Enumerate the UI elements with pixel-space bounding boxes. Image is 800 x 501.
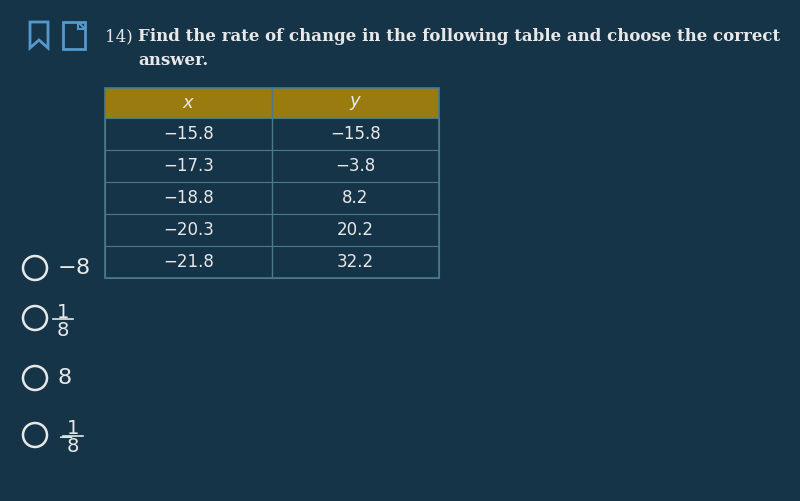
Text: −21.8: −21.8 [163, 253, 214, 271]
Text: −15.8: −15.8 [330, 125, 381, 143]
Text: 8: 8 [57, 321, 69, 340]
Text: −15.8: −15.8 [163, 125, 214, 143]
Bar [105, 88, 439, 118]
Text: 1: 1 [67, 419, 79, 438]
Text: −18.8: −18.8 [163, 189, 214, 207]
Text: −20.3: −20.3 [163, 221, 214, 239]
Text: 8: 8 [67, 437, 79, 456]
Text: 32.2: 32.2 [337, 253, 374, 271]
Bar [63, 22, 85, 49]
Bar [105, 214, 439, 246]
Text: −3.8: −3.8 [335, 157, 376, 175]
Text: answer.: answer. [138, 52, 208, 69]
Bar [105, 150, 439, 182]
Text: 20.2: 20.2 [337, 221, 374, 239]
Text: $-$: $-$ [57, 426, 74, 445]
Text: $-8$: $-8$ [57, 258, 90, 278]
Text: −17.3: −17.3 [163, 157, 214, 175]
Text: $\mathit{x}$: $\mathit{x}$ [182, 94, 195, 112]
Bar [105, 118, 439, 150]
Text: 1: 1 [57, 303, 69, 322]
Bar [105, 88, 439, 278]
Text: 14): 14) [105, 28, 138, 45]
Text: $8$: $8$ [57, 368, 72, 388]
Bar [105, 182, 439, 214]
Text: $\mathit{y}$: $\mathit{y}$ [349, 94, 362, 112]
Text: Find the rate of change in the following table and choose the correct: Find the rate of change in the following… [138, 28, 780, 45]
Text: 8.2: 8.2 [342, 189, 369, 207]
Bar [105, 246, 439, 278]
